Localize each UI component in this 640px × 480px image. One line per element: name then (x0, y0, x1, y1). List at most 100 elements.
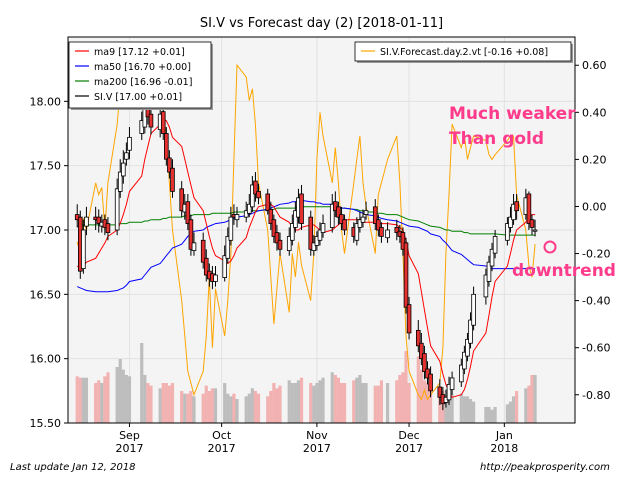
legend-entry-label: SI.V.Forecast.day.2.vt [-0.16 +0.08] (380, 47, 548, 58)
volume-bar (81, 377, 85, 423)
volume-bar (379, 380, 384, 423)
candle-body (379, 227, 384, 237)
volume-bar (336, 377, 340, 423)
volume-bar (533, 375, 537, 423)
volume-bar (223, 383, 227, 423)
x-tick-label-year: 2017 (303, 442, 331, 455)
volume-bar (296, 380, 301, 423)
volume-bar (253, 391, 258, 423)
volume-bar (158, 388, 162, 423)
candle-body (314, 236, 320, 246)
candle-body (339, 214, 344, 224)
candle-body (511, 203, 516, 221)
volume-bar (247, 393, 251, 423)
candle-body (191, 242, 197, 251)
volume-bar (143, 375, 147, 423)
y-right-tick-label: -0.60 (582, 342, 610, 355)
candle-body (372, 206, 378, 224)
x-tick-label-year: 2017 (115, 442, 143, 455)
volume-bar (170, 383, 175, 423)
y-left-tick-label: 16.50 (30, 288, 62, 301)
candle-body (526, 193, 532, 224)
candle-body (253, 180, 258, 195)
volume-bar (444, 396, 448, 423)
volume-bar (275, 388, 279, 423)
volume-bar (309, 383, 313, 423)
candle-body (462, 351, 467, 370)
volume-bar (511, 396, 516, 423)
candle-body (422, 353, 427, 372)
candle-body (148, 113, 154, 128)
candle-body (268, 209, 274, 224)
volume-bar (395, 380, 399, 423)
legend-entry-label: ma9 [17.12 +0.01] (94, 47, 185, 58)
volume-bar (530, 375, 534, 423)
volume-bar (256, 393, 261, 423)
candle-body (446, 383, 452, 401)
candle-body (81, 229, 86, 269)
volume-bar (299, 377, 304, 423)
x-tick-label-month: Dec (398, 429, 419, 442)
candle-body (406, 304, 412, 334)
candle-body (514, 201, 519, 212)
candle-body (167, 157, 172, 173)
candle-body (394, 227, 400, 233)
volume-bar (229, 396, 233, 423)
volume-bar (364, 383, 368, 423)
volume-bar (401, 372, 405, 423)
candle-body (117, 171, 123, 192)
volume-bar (342, 383, 347, 423)
candle-body (437, 386, 443, 398)
volume-bar (146, 383, 150, 423)
candle-body (114, 188, 120, 231)
candle-body (333, 201, 338, 212)
volume-bar (373, 385, 377, 423)
volume-bar (167, 385, 171, 423)
candle-body (213, 274, 218, 282)
volume-bar (180, 391, 184, 423)
volume-bar (505, 404, 509, 423)
volume-bar (235, 399, 239, 423)
axes: 15.50 16.00 16.50 17.00 17.50 18.00 -0.80 -0.60… (30, 59, 611, 455)
annotation-text: Than gold (449, 129, 544, 149)
legend-entry-label: ma200 [16.96 -0.01] (94, 77, 192, 88)
volume-bar (149, 385, 153, 423)
volume-bar (269, 391, 273, 423)
y-left-tick-label: 17.00 (30, 224, 62, 237)
volume-bars (75, 343, 537, 423)
candle-body (317, 229, 323, 241)
y-right-tick-label: 0.20 (582, 153, 607, 166)
candle-body (505, 223, 510, 241)
volume-bar (207, 391, 211, 423)
volume-bar (352, 380, 356, 423)
candle-body (234, 214, 240, 221)
candles (74, 98, 538, 411)
volume-bar (127, 376, 132, 423)
annotation-text: downtrend (512, 261, 616, 281)
volume-bar (508, 401, 513, 423)
volume-bar (404, 351, 408, 423)
candle-body (84, 216, 89, 227)
y-left-tick-label: 16.00 (30, 353, 62, 366)
candle-body (96, 216, 102, 224)
candle-body (529, 219, 535, 228)
volume-bar (140, 343, 144, 423)
volume-bar (484, 407, 488, 423)
candle-body (265, 193, 271, 212)
legend-entry-label: ma50 [16.70 +0.00] (94, 62, 191, 73)
candle-body (342, 219, 347, 231)
volume-bar (321, 377, 325, 423)
volume-bar (244, 396, 248, 423)
volume-bar (84, 377, 89, 423)
volume-bar (161, 383, 165, 423)
candle-body (492, 236, 498, 254)
candle-body (336, 206, 341, 218)
volume-bar (186, 393, 190, 423)
ma9-line (76, 118, 536, 398)
y-right-tick-label: -0.40 (582, 295, 610, 308)
volume-bar (290, 383, 294, 423)
annotation-text: Much weaker (449, 104, 576, 124)
x-tick-label-year: 2018 (490, 442, 518, 455)
y-right-tick-label: 0.00 (582, 200, 607, 213)
candle-body (400, 232, 406, 250)
